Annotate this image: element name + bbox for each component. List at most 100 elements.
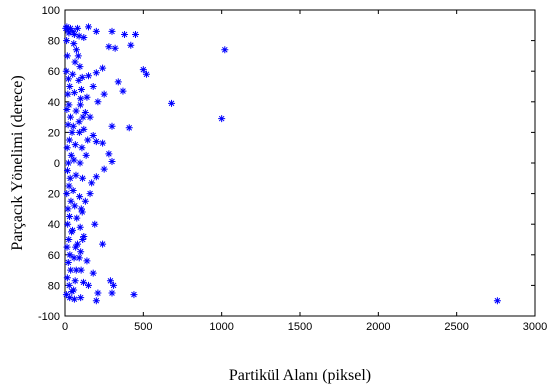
data-point: [132, 30, 139, 38]
data-point: [70, 156, 78, 164]
data-point: [69, 226, 77, 234]
data-point: [139, 66, 147, 74]
data-point: [76, 159, 84, 167]
data-point: [72, 171, 80, 179]
data-point: [69, 122, 77, 130]
data-point: [89, 269, 97, 277]
data-point: [85, 281, 92, 289]
data-point: [74, 52, 82, 60]
data-point: [62, 67, 70, 75]
x-tick-label: 2500: [444, 321, 468, 333]
data-point: [66, 24, 74, 32]
data-point: [110, 281, 118, 289]
data-point: [77, 205, 85, 213]
y-tick-label: 20: [48, 189, 60, 201]
data-point: [86, 190, 94, 198]
data-point: [99, 139, 107, 147]
data-point: [88, 179, 96, 187]
data-point: [94, 98, 102, 106]
y-tick-label: 80: [48, 36, 60, 48]
data-point: [76, 193, 84, 201]
data-point: [89, 131, 97, 139]
data-point: [71, 277, 79, 285]
data-point: [66, 251, 74, 259]
data-point: [72, 46, 80, 54]
data-point: [66, 113, 74, 121]
y-tick-label: 80: [48, 280, 60, 292]
data-point: [63, 274, 71, 282]
x-tick-label: 1500: [288, 321, 312, 333]
data-point: [75, 254, 83, 262]
data-point: [106, 277, 114, 285]
x-tick-label: 1000: [209, 321, 233, 333]
data-point: [65, 281, 73, 289]
data-point: [65, 182, 73, 190]
data-point: [71, 141, 79, 149]
data-point: [111, 44, 119, 52]
data-point: [119, 87, 127, 95]
data-point: [83, 93, 91, 101]
y-tick-label: 40: [48, 219, 60, 231]
data-point: [64, 90, 72, 98]
data-point: [64, 75, 72, 83]
data-point: [68, 128, 76, 136]
data-point: [66, 213, 74, 221]
data-point: [92, 27, 100, 35]
data-point: [70, 295, 78, 303]
data-point: [74, 24, 82, 32]
scatter-points: [62, 23, 501, 305]
data-point: [73, 214, 81, 222]
data-point: [71, 202, 79, 210]
data-point: [168, 99, 176, 107]
data-point: [64, 26, 72, 34]
data-point: [66, 294, 74, 302]
y-tick-label: 60: [48, 66, 60, 78]
y-tick-label: 40: [48, 97, 60, 109]
data-point: [77, 86, 85, 94]
data-point: [108, 289, 116, 297]
data-point: [94, 289, 102, 297]
data-point: [77, 95, 85, 103]
data-point: [92, 69, 100, 77]
data-point: [72, 266, 80, 274]
data-point: [70, 286, 78, 294]
data-point: [142, 70, 150, 78]
data-point: [493, 297, 501, 305]
y-tick-label: 100: [42, 5, 60, 17]
data-point: [66, 174, 74, 182]
data-point: [63, 37, 71, 45]
data-point: [62, 291, 70, 299]
plot-frame: [64, 9, 536, 317]
data-point: [63, 144, 71, 152]
data-point: [63, 243, 71, 251]
data-point: [81, 109, 89, 117]
data-point: [92, 138, 100, 146]
data-point: [221, 46, 229, 54]
data-point: [80, 125, 88, 133]
x-tick-label: 2000: [366, 321, 390, 333]
data-point: [78, 144, 86, 152]
data-point: [65, 101, 73, 109]
data-point: [67, 197, 75, 205]
data-point: [65, 236, 73, 243]
data-point: [79, 113, 87, 121]
data-point: [100, 90, 108, 98]
data-point: [63, 52, 71, 60]
data-point: [69, 27, 77, 35]
data-point: [63, 23, 71, 31]
data-point: [83, 257, 91, 265]
data-point: [84, 136, 92, 144]
data-point: [69, 70, 77, 78]
data-point: [85, 72, 92, 80]
data-point: [218, 115, 226, 123]
y-tick-label: 20: [48, 127, 60, 139]
data-point: [75, 32, 83, 40]
data-point: [70, 30, 78, 38]
data-point: [76, 223, 84, 231]
data-point: [92, 297, 100, 305]
data-point: [72, 243, 80, 251]
data-point: [85, 23, 92, 31]
x-tick-label: 500: [134, 321, 152, 333]
data-point: [66, 83, 74, 90]
